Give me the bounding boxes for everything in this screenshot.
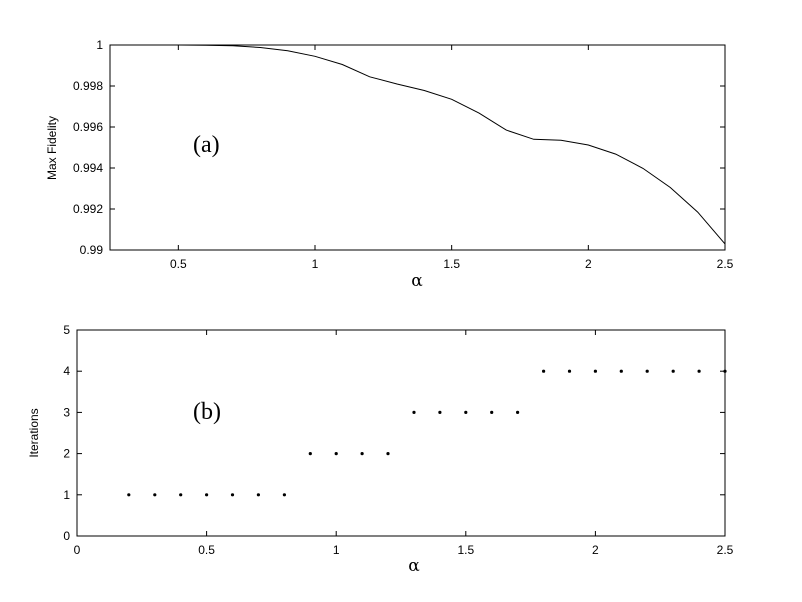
x-tick-label: 0.5 [170, 257, 187, 271]
data-point [386, 452, 390, 456]
y-tick-label: 5 [63, 323, 70, 337]
panel-tag-a: (a) [193, 132, 220, 158]
x-tick-label: 0 [74, 543, 81, 557]
iteration-points [127, 369, 727, 497]
data-point [593, 369, 598, 373]
data-point [153, 493, 157, 497]
data-point [542, 369, 546, 373]
x-tick-label: 2 [592, 543, 599, 557]
data-point [645, 369, 649, 373]
y-tick-label: 1 [63, 488, 70, 502]
x-tick-label: 0.5 [198, 543, 215, 557]
data-point [179, 493, 183, 497]
y-tick-label: 0.998 [73, 79, 103, 93]
y-tick-label: 0.996 [73, 120, 103, 134]
x-axis-label-a: α [411, 271, 423, 291]
data-point [671, 369, 675, 373]
data-point [619, 369, 623, 373]
y-tick-label: 1 [96, 38, 103, 52]
data-point [360, 452, 364, 456]
y-tick-label: 4 [63, 364, 70, 378]
data-point [282, 493, 286, 497]
plot-frame-a [109, 44, 726, 251]
panel-a: 0.5 1 1.5 2 2.5 0.99 0.992 0.994 0.996 0.998 1 (a)… [45, 38, 734, 291]
y-axis-label-a: Max Fidelity [45, 116, 59, 180]
y-axis-label-b: Iterations [27, 408, 41, 457]
data-point [127, 493, 131, 497]
x-tick-label: 1.5 [443, 257, 460, 271]
x-tick-label: 1.5 [457, 543, 474, 557]
plot-frame-b [76, 329, 726, 537]
data-point [723, 369, 727, 373]
data-point [464, 410, 468, 414]
data-point [230, 493, 235, 497]
y-tick-label: 2 [63, 447, 70, 461]
panel-tag-b: (b) [193, 399, 221, 425]
x-tick-label: 1 [333, 543, 340, 557]
x-tick-label: 2.5 [717, 543, 734, 557]
x-tick-label: 2 [585, 257, 592, 271]
data-point [697, 369, 701, 373]
y-tick-label: 3 [63, 405, 70, 419]
fidelity-curve [110, 44, 726, 245]
data-point [438, 410, 442, 414]
data-point [412, 410, 416, 414]
data-point [205, 493, 209, 497]
data-point [516, 410, 520, 414]
data-point [490, 410, 494, 414]
data-point [256, 493, 260, 497]
data-point [567, 369, 572, 373]
panel-b: 0 0.5 1 1.5 2 2.5 0 1 2 3 4 5 (b) Iterations α [27, 323, 734, 576]
data-point [308, 452, 312, 456]
y-tick-label: 0.99 [80, 243, 104, 257]
y-tick-label: 0 [63, 529, 70, 543]
data-point [334, 452, 338, 456]
y-tick-label: 0.992 [73, 202, 103, 216]
ticks-a: 0.5 1 1.5 2 2.5 0.99 0.992 0.994 0.996 0.998 1 [73, 38, 734, 271]
x-tick-label: 2.5 [717, 257, 734, 271]
ticks-b: 0 0.5 1 1.5 2 2.5 0 1 2 3 4 5 [63, 323, 733, 557]
x-tick-label: 1 [312, 257, 319, 271]
y-tick-label: 0.994 [73, 161, 103, 175]
x-axis-label-b: α [408, 556, 420, 576]
